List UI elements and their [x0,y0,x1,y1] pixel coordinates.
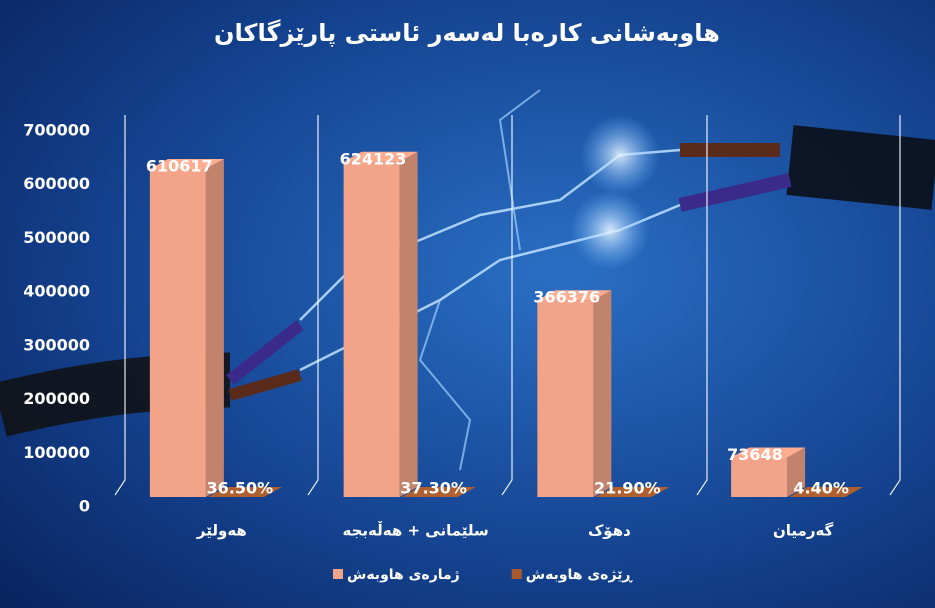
legend-swatch [511,569,522,579]
y-tick-label: 400000 [23,282,90,301]
data-label: 21.90% [594,478,661,497]
y-tick-label: 100000 [23,443,90,462]
bar-top [401,486,476,497]
data-label: 37.30% [400,478,467,497]
bar-top [789,486,864,497]
bar-top [537,290,612,301]
bar [149,169,206,497]
bar-side [205,159,224,497]
plot-frame [114,115,901,496]
bar-top [595,486,670,497]
y-tick-label: 200000 [23,389,90,408]
x-tick-label: گەرمیان [773,522,834,540]
bar-side [787,447,806,497]
legend-swatch [333,569,343,579]
bar-side [845,486,864,497]
x-tick-label: هەولێر [196,522,247,540]
data-label: 4.40% [793,478,849,497]
legend-label: ڕێژەی هاوبەش [526,567,634,583]
bar-side [263,486,282,497]
bar-top [149,159,224,170]
bar [343,161,400,498]
bar [537,300,594,497]
bar [731,457,788,497]
y-tick-label: 700000 [23,121,90,140]
y-tick-label: 500000 [23,228,90,247]
bar-top [343,151,418,162]
bar-side [399,151,418,498]
data-label: 610617 [146,157,213,176]
data-label: 624123 [340,149,407,168]
chart-title: هاوبەشانی کارەبا لەسەر ئاستی پارێزگاکان [214,19,720,47]
bar-top [207,486,282,497]
bar-side [651,486,670,497]
x-tick-label: سلێمانی + هەڵەبجە [342,521,488,540]
legend-label: ژمارەی هاوبەش [347,567,460,583]
y-tick-label: 300000 [23,335,90,354]
data-label: 73648 [727,445,783,464]
bar-side [457,486,476,497]
data-label: 366376 [533,288,600,307]
y-tick-label: 0 [79,497,90,516]
y-tick-label: 600000 [23,174,90,193]
bar-top [731,447,806,458]
data-label: 36.50% [207,478,274,497]
bar-side [593,290,612,497]
x-tick-label: دهۆک [588,522,631,540]
